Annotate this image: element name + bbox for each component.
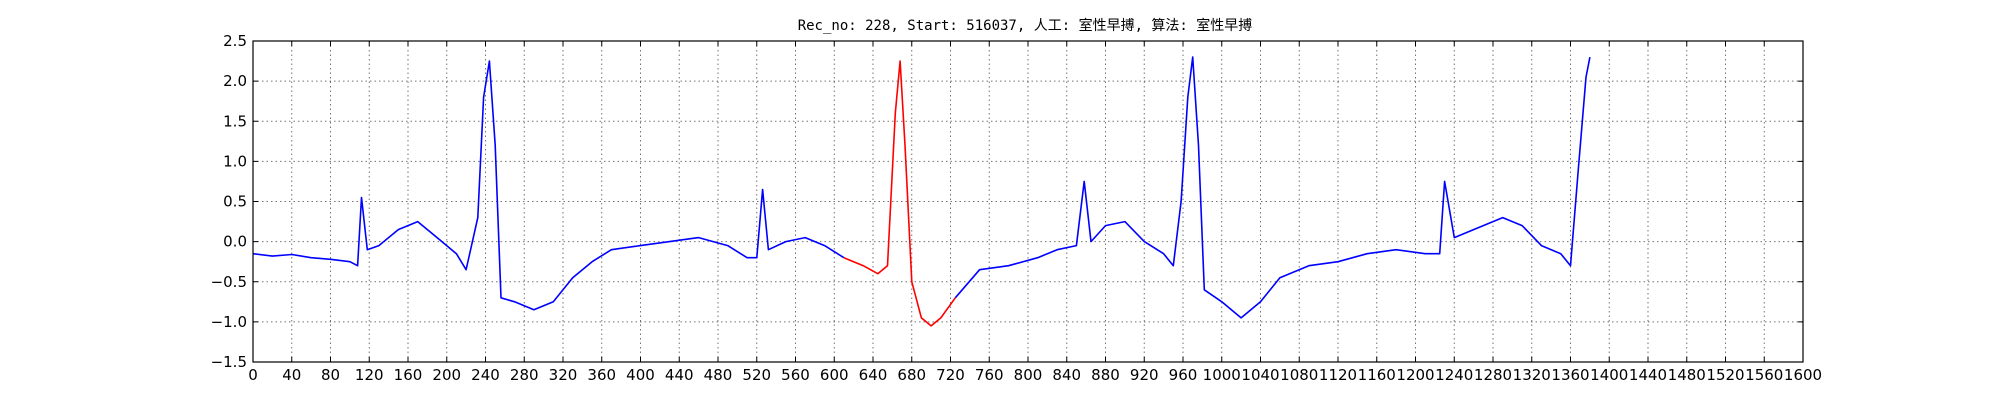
x-tick-label: 1160 xyxy=(1358,366,1396,384)
x-tick-label: 120 xyxy=(355,366,384,384)
x-tick-label: 920 xyxy=(1130,366,1159,384)
x-tick-label: 80 xyxy=(321,366,340,384)
x-tick-label: 760 xyxy=(975,366,1004,384)
x-tick-label: 560 xyxy=(781,366,810,384)
y-tick-label: 2.0 xyxy=(223,72,247,90)
x-tick-label: 240 xyxy=(471,366,500,384)
x-tick-label: 160 xyxy=(394,366,423,384)
x-tick-label: 1400 xyxy=(1590,366,1628,384)
x-tick-label: 720 xyxy=(936,366,965,384)
x-tick-label: 480 xyxy=(704,366,733,384)
x-tick-label: 1000 xyxy=(1203,366,1241,384)
x-tick-label: 400 xyxy=(626,366,655,384)
x-tick-label: 1600 xyxy=(1784,366,1822,384)
x-tick-label: 320 xyxy=(549,366,578,384)
x-tick-label: 440 xyxy=(665,366,694,384)
y-tick-labels: −1.5 −1.0 −0.5 0.0 0.5 1.0 1.5 2.0 2.5 xyxy=(211,32,247,371)
x-tick-label: 1040 xyxy=(1241,366,1279,384)
x-tick-label: 1520 xyxy=(1706,366,1744,384)
x-tick-labels: 0 40 80 120 160 200 240 280 320 360 400 440 480 520 56… xyxy=(248,366,1822,384)
x-tick-label: 0 xyxy=(248,366,258,384)
x-tick-label: 640 xyxy=(859,366,888,384)
x-tick-label: 960 xyxy=(1169,366,1198,384)
x-tick-label: 1360 xyxy=(1551,366,1589,384)
x-tick-label: 840 xyxy=(1052,366,1081,384)
ecg-series-line-3 xyxy=(954,56,1591,319)
x-tick-label: 1560 xyxy=(1745,366,1783,384)
x-tick-label: 1320 xyxy=(1513,366,1551,384)
x-tick-label: 200 xyxy=(432,366,461,384)
x-tick-label: 280 xyxy=(510,366,539,384)
x-tick-label: 1120 xyxy=(1319,366,1357,384)
y-tick-label: 0.0 xyxy=(223,233,247,251)
series-lines xyxy=(252,56,1591,327)
x-tick-label: 360 xyxy=(587,366,616,384)
x-tick-label: 880 xyxy=(1091,366,1120,384)
y-tick-label: −1.5 xyxy=(211,353,247,371)
x-tick-label: 40 xyxy=(282,366,301,384)
chart-title: Rec_no: 228, Start: 516037, 人工: 室性早搏, 算法… xyxy=(798,17,1253,34)
x-tick-label: 1480 xyxy=(1668,366,1706,384)
x-tick-label: 680 xyxy=(897,366,926,384)
y-tick-label: −0.5 xyxy=(211,273,247,291)
x-tick-label: 1440 xyxy=(1629,366,1667,384)
y-tick-label: 2.5 xyxy=(223,32,247,50)
x-tick-label: 800 xyxy=(1014,366,1043,384)
y-tick-label: 1.0 xyxy=(223,152,247,170)
y-tick-label: 1.5 xyxy=(223,112,247,130)
x-tick-label: 1240 xyxy=(1435,366,1473,384)
x-tick-label: 520 xyxy=(742,366,771,384)
ecg-series-line-1 xyxy=(252,60,845,311)
x-tick-label: 1280 xyxy=(1474,366,1512,384)
x-tick-label: 1080 xyxy=(1280,366,1318,384)
x-tick-label: 600 xyxy=(820,366,849,384)
y-tick-label: 0.5 xyxy=(223,193,247,211)
ecg-series-line-2 xyxy=(843,60,956,327)
axis-ticks xyxy=(252,40,1804,363)
x-tick-label: 1200 xyxy=(1396,366,1434,384)
y-tick-label: −1.0 xyxy=(211,313,247,331)
